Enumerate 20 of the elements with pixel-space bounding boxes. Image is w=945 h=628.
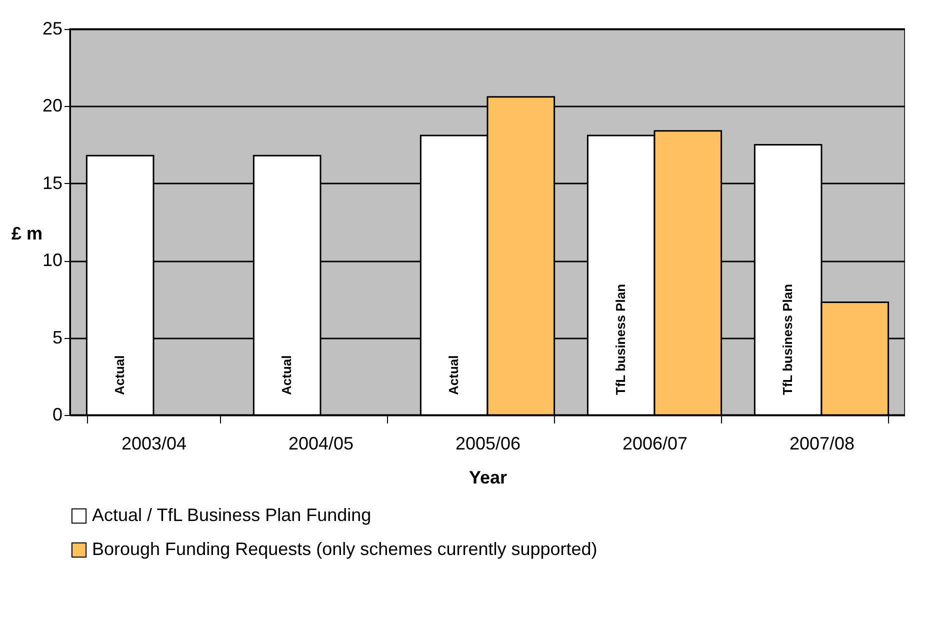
x-tick-label: 2003/04 — [121, 434, 187, 454]
data-label: TfL business Plan — [780, 284, 796, 395]
x-axis-title: Year — [468, 468, 508, 488]
y-tick-label: 15 — [42, 172, 62, 193]
data-label: Actual — [446, 355, 462, 395]
x-tick-label: 2005/06 — [455, 434, 521, 454]
x-tick-label: 2004/05 — [288, 434, 354, 454]
x-tick-label: 2006/07 — [622, 434, 688, 454]
legend-label: Actual / TfL Business Plan Funding — [92, 505, 372, 525]
y-tick-label: 5 — [52, 327, 62, 348]
y-tick-label: 10 — [42, 250, 62, 270]
legend-label: Borough Funding Requests (only schemes currently supported) — [92, 539, 598, 559]
x-tick-label: 2007/08 — [789, 434, 855, 454]
y-axis-title: £ m — [11, 224, 42, 244]
data-label: Actual — [279, 355, 294, 395]
y-tick-label: 0 — [52, 404, 62, 424]
data-label: TfL business Plan — [613, 284, 628, 395]
y-tick-label: 25 — [42, 18, 62, 38]
data-label: Actual — [112, 355, 128, 395]
y-tick-label: 20 — [42, 96, 62, 116]
